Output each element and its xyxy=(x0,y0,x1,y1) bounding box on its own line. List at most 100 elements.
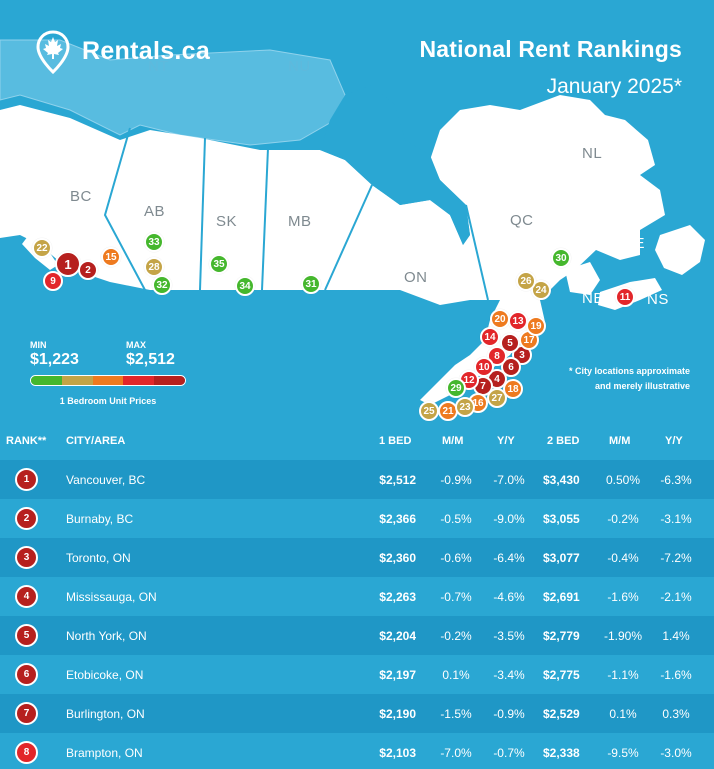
province-label-pe: PE xyxy=(624,235,646,252)
city-pin-27: 27 xyxy=(487,388,507,408)
page-title: National Rent Rankings xyxy=(419,36,682,62)
table-row: 2 Burnaby, BC $2,366 -0.5% -9.0% $3,055 … xyxy=(0,499,714,538)
bed1-yy-cell: -3.4% xyxy=(493,667,525,682)
city-pin-15: 15 xyxy=(101,247,121,267)
rank-badge: 1 xyxy=(15,468,38,491)
city-cell: Etobicoke, ON xyxy=(66,667,144,682)
bed2-yy-cell: -7.2% xyxy=(660,550,692,565)
note-line: * City locations approximate xyxy=(568,366,690,376)
bed2-mm-cell: -0.2% xyxy=(607,511,639,526)
bed2-cell: $2,691 xyxy=(543,589,580,604)
legend-color-scale xyxy=(30,375,186,386)
legend-caption: 1 Bedroom Unit Prices xyxy=(59,396,157,406)
bed1-cell: $2,263 xyxy=(379,589,416,604)
brand: Rentals.ca xyxy=(36,30,210,74)
province-label-sk: SK xyxy=(216,213,238,230)
bed1-mm-cell: -0.6% xyxy=(440,550,472,565)
bed1-yy-cell: -7.0% xyxy=(493,472,525,487)
bed1-mm-cell: -0.9% xyxy=(440,472,472,487)
rank-badge: 5 xyxy=(15,624,38,647)
header-2bed-mm: M/M xyxy=(609,435,631,447)
rank-badge: 2 xyxy=(15,507,38,530)
legend-max: MAX $2,512 xyxy=(126,340,175,369)
bed1-yy-cell: -6.4% xyxy=(493,550,525,565)
rank-badge: 6 xyxy=(15,663,38,686)
city-pin-6: 6 xyxy=(501,357,521,377)
header-rank: RANK** xyxy=(6,435,47,447)
legend-min: MIN $1,223 xyxy=(30,340,79,369)
bed2-cell: $2,775 xyxy=(543,667,580,682)
bed2-cell: $3,430 xyxy=(543,472,580,487)
city-pin-11: 11 xyxy=(615,287,635,307)
city-pin-34: 34 xyxy=(235,276,255,296)
table-header: RANK** CITY/AREA 1 BED M/M Y/Y 2 BED M/M… xyxy=(0,422,714,460)
city-pin-22: 22 xyxy=(32,238,52,258)
city-cell: Vancouver, BC xyxy=(66,472,146,487)
bed2-yy-cell: -3.0% xyxy=(660,745,692,760)
city-pin-28: 28 xyxy=(144,257,164,277)
bed1-cell: $2,197 xyxy=(379,667,416,682)
bed1-yy-cell: -3.5% xyxy=(493,628,525,643)
bed2-cell: $2,338 xyxy=(543,745,580,760)
bed2-mm-cell: -9.5% xyxy=(607,745,639,760)
city-pin-14: 14 xyxy=(480,327,500,347)
bed2-cell: $3,077 xyxy=(543,550,580,565)
header-2bed-yy: Y/Y xyxy=(665,435,683,447)
city-pin-10: 10 xyxy=(474,357,494,377)
bed1-cell: $2,360 xyxy=(379,550,416,565)
legend-max-value: $2,512 xyxy=(126,351,175,368)
note-line: and merely illustrative xyxy=(594,381,690,391)
header-city: CITY/AREA xyxy=(66,435,126,447)
bed1-cell: $2,512 xyxy=(379,472,416,487)
city-pin-29: 29 xyxy=(446,378,466,398)
bed2-cell: $2,529 xyxy=(543,706,580,721)
city-cell: Burlington, ON xyxy=(66,706,145,721)
city-cell: Mississauga, ON xyxy=(66,589,157,604)
bed1-yy-cell: -9.0% xyxy=(493,511,525,526)
header-1bed-mm: M/M xyxy=(442,435,464,447)
bed2-mm-cell: -1.6% xyxy=(607,589,639,604)
city-pin-24: 24 xyxy=(531,280,551,300)
bed2-mm-cell: -1.90% xyxy=(603,628,643,643)
city-pin-9: 9 xyxy=(43,271,63,291)
legend-min-label: MIN xyxy=(30,340,47,350)
rank-badge: 3 xyxy=(15,546,38,569)
bed2-mm-cell: 0.1% xyxy=(609,706,637,721)
map-area: NT NU BC AB SK MB ON QC NL PE NB NS Rent… xyxy=(0,30,705,421)
legend-min-value: $1,223 xyxy=(30,351,79,368)
legend-max-label: MAX xyxy=(126,340,146,350)
table-row: 4 Mississauga, ON $2,263 -0.7% -4.6% $2,… xyxy=(0,577,714,616)
bed1-yy-cell: -4.6% xyxy=(493,589,525,604)
city-pin-33: 33 xyxy=(144,232,164,252)
province-label-nt: NT xyxy=(148,58,169,75)
maple-leaf-pin-icon xyxy=(36,30,70,74)
legend-scale-segment xyxy=(61,376,93,385)
bed2-mm-cell: -1.1% xyxy=(607,667,639,682)
header-1bed: 1 BED xyxy=(379,435,412,447)
bed1-mm-cell: 0.1% xyxy=(442,667,470,682)
header-2bed: 2 BED xyxy=(547,435,580,447)
city-pin-2: 2 xyxy=(78,260,98,280)
city-cell: Burnaby, BC xyxy=(66,511,134,526)
table-row: 3 Toronto, ON $2,360 -0.6% -6.4% $3,077 … xyxy=(0,538,714,577)
page-subtitle: January 2025* xyxy=(546,75,682,98)
province-label-qc: QC xyxy=(510,212,534,229)
bed1-cell: $2,190 xyxy=(379,706,416,721)
bed1-mm-cell: -0.2% xyxy=(440,628,472,643)
northern-territories-shape xyxy=(0,39,346,146)
city-pin-26: 26 xyxy=(516,271,536,291)
city-cell: Brampton, ON xyxy=(66,745,143,760)
bed1-mm-cell: -0.7% xyxy=(440,589,472,604)
city-pin-1: 1 xyxy=(55,251,81,277)
city-pin-20: 20 xyxy=(490,309,510,329)
bed2-yy-cell: 1.4% xyxy=(662,628,690,643)
bed2-yy-cell: -3.1% xyxy=(660,511,692,526)
legend-scale-segment xyxy=(31,376,62,385)
table-row: 1 Vancouver, BC $2,512 -0.9% -7.0% $3,43… xyxy=(0,460,714,499)
table-row: 6 Etobicoke, ON $2,197 0.1% -3.4% $2,775… xyxy=(0,655,714,694)
city-pin-25: 25 xyxy=(419,401,439,421)
province-label-nu: NU xyxy=(288,58,311,75)
bed1-cell: $2,204 xyxy=(379,628,416,643)
bed1-cell: $2,366 xyxy=(379,511,416,526)
legend-scale-segment xyxy=(154,376,185,385)
